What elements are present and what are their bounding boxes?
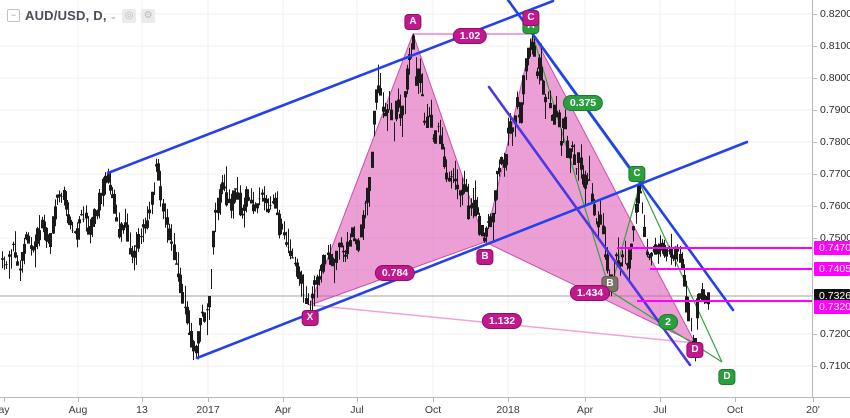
xabcd-ratio-label[interactable]: 0.784: [374, 265, 416, 281]
xabcd-point-label-C[interactable]: C: [522, 10, 540, 26]
abcd-point-label-D[interactable]: D: [718, 369, 736, 385]
price-tick: [813, 334, 817, 335]
xabcd-point-label-D[interactable]: D: [686, 342, 704, 358]
price-tick-label: 0.7900: [820, 104, 850, 116]
collapse-legend-icon[interactable]: −: [7, 9, 20, 22]
eye-icon[interactable]: ◎: [122, 8, 137, 23]
xabcd-point-label-A[interactable]: A: [404, 14, 422, 30]
ascending-channel-lower[interactable]: [195, 140, 749, 360]
price-tick: [813, 14, 817, 15]
level-price-label: 0.7470: [814, 241, 850, 255]
xabcd-point-label-X[interactable]: X: [301, 310, 319, 326]
abcd-ratio-label[interactable]: 2: [658, 314, 678, 330]
time-tick: [508, 398, 509, 402]
price-tick: [813, 78, 817, 79]
time-tick: [660, 398, 661, 402]
price-tick: [813, 142, 817, 143]
xabcd-point-label-B[interactable]: B: [476, 249, 494, 265]
xabcd-ratio-label[interactable]: 1.02: [452, 28, 488, 44]
level-price-label: 0.7405: [814, 262, 850, 276]
price-tick: [813, 206, 817, 207]
time-tick-label: 2018: [496, 404, 520, 416]
price-tick: [813, 46, 817, 47]
time-tick-label: Aug: [68, 404, 88, 416]
abcd-ratio-label[interactable]: 0.375: [562, 95, 604, 111]
candlestick-chart[interactable]: [0, 0, 812, 397]
gear-icon[interactable]: ⚙: [141, 8, 156, 23]
price-tick-label: 0.7800: [820, 136, 850, 148]
symbol-legend: − AUD/USD, D, ⌄ ◎ ⚙: [7, 8, 156, 23]
descending-trendline-left[interactable]: [487, 85, 692, 367]
time-tick-label: 13: [136, 404, 148, 416]
price-tick-label: 0.8000: [820, 72, 850, 84]
time-tick-label: Oct: [424, 404, 442, 416]
level-price-label: 0.7320: [814, 300, 850, 314]
time-tick-label: 20': [806, 404, 820, 416]
price-axis[interactable]: 0.8200 0.8100 0.8000 0.7900 0.7800 0.7700 0.76…: [812, 0, 850, 397]
chevron-down-icon[interactable]: ⌄: [109, 11, 118, 21]
time-tick-label: 2017: [196, 404, 220, 416]
current-price-label: 0.7326: [814, 289, 850, 303]
price-tick: [813, 238, 817, 239]
price-tick: [813, 366, 817, 367]
xabcd-ratio-label[interactable]: 1.132: [481, 313, 523, 329]
price-tick-label: 0.8100: [820, 40, 850, 52]
time-tick-label: ay: [0, 404, 10, 416]
price-tick-label: 0.7200: [820, 328, 850, 340]
price-tick-label: 0.7700: [820, 168, 850, 180]
time-tick-label: Oct: [726, 404, 744, 416]
time-tick-label: Jul: [653, 404, 667, 416]
symbol-title[interactable]: AUD/USD, D,: [25, 8, 107, 23]
time-tick: [357, 398, 358, 402]
time-tick: [208, 398, 209, 402]
time-tick: [78, 398, 79, 402]
time-tick: [585, 398, 586, 402]
time-tick-label: Apr: [576, 404, 594, 416]
time-tick: [142, 398, 143, 402]
time-tick: [433, 398, 434, 402]
price-level-lines[interactable]: [617, 247, 812, 302]
price-tick: [813, 174, 817, 175]
abcd-point-label-C[interactable]: C: [628, 166, 646, 182]
time-tick-label: Apr: [274, 404, 292, 416]
time-axis[interactable]: ay Aug 13 2017 Apr Jul Oct 2018 Apr Jul Oct 20': [0, 397, 850, 418]
price-tick-label: 0.7600: [820, 200, 850, 212]
time-tick: [813, 398, 814, 402]
time-tick: [4, 398, 5, 402]
price-tick-label: 0.7100: [820, 360, 850, 372]
price-tick: [813, 110, 817, 111]
time-tick: [283, 398, 284, 402]
ascending-channel-upper[interactable]: [106, 0, 555, 175]
descending-trendline-right[interactable]: [506, 0, 735, 312]
time-tick-label: Jul: [350, 404, 364, 416]
price-tick-label: 0.8200: [820, 8, 850, 20]
xabcd-ratio-label[interactable]: 1.434: [569, 285, 611, 301]
time-tick: [735, 398, 736, 402]
